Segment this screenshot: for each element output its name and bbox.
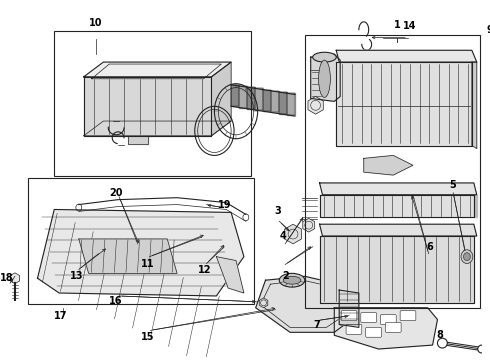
Ellipse shape <box>464 253 470 261</box>
Polygon shape <box>339 290 359 327</box>
Text: 17: 17 <box>54 311 68 321</box>
Polygon shape <box>364 156 413 175</box>
Text: 9: 9 <box>486 24 490 35</box>
Bar <box>28 178 254 304</box>
Polygon shape <box>247 87 255 109</box>
Polygon shape <box>474 195 477 217</box>
Text: 3: 3 <box>274 206 281 216</box>
Polygon shape <box>287 93 295 115</box>
Circle shape <box>478 345 486 353</box>
Polygon shape <box>84 77 212 136</box>
Text: 5: 5 <box>449 180 456 190</box>
Text: 15: 15 <box>141 332 154 342</box>
Polygon shape <box>336 50 477 62</box>
Bar <box>54 31 251 176</box>
FancyBboxPatch shape <box>361 312 376 323</box>
Polygon shape <box>319 183 477 195</box>
Polygon shape <box>255 88 263 110</box>
Text: 2: 2 <box>282 271 289 281</box>
Text: 13: 13 <box>70 271 84 281</box>
Text: 4: 4 <box>280 231 287 241</box>
Text: 18: 18 <box>0 273 14 283</box>
Polygon shape <box>38 210 244 296</box>
Polygon shape <box>334 308 438 349</box>
FancyBboxPatch shape <box>346 324 362 334</box>
FancyBboxPatch shape <box>400 311 416 320</box>
Polygon shape <box>128 136 147 144</box>
Text: 14: 14 <box>403 21 416 31</box>
Text: 12: 12 <box>198 265 211 275</box>
Text: 7: 7 <box>313 320 320 330</box>
Ellipse shape <box>313 52 336 62</box>
Polygon shape <box>279 92 287 114</box>
Polygon shape <box>311 54 340 102</box>
Ellipse shape <box>283 276 301 284</box>
Polygon shape <box>79 239 177 273</box>
Polygon shape <box>217 257 244 293</box>
Polygon shape <box>319 195 474 217</box>
Ellipse shape <box>461 250 473 264</box>
Polygon shape <box>336 62 472 145</box>
Polygon shape <box>84 62 231 77</box>
Bar <box>305 35 480 308</box>
Ellipse shape <box>279 273 305 287</box>
Text: 16: 16 <box>109 296 123 306</box>
Polygon shape <box>319 236 474 303</box>
Polygon shape <box>263 90 271 111</box>
Polygon shape <box>319 224 477 236</box>
Text: 10: 10 <box>89 18 102 28</box>
Polygon shape <box>212 62 231 136</box>
Text: 8: 8 <box>436 330 443 340</box>
Polygon shape <box>239 86 247 108</box>
FancyBboxPatch shape <box>341 311 357 320</box>
Text: 19: 19 <box>218 199 231 210</box>
FancyBboxPatch shape <box>386 323 401 332</box>
Polygon shape <box>472 62 477 149</box>
Text: 11: 11 <box>141 258 154 269</box>
Polygon shape <box>84 121 231 136</box>
Text: 20: 20 <box>109 188 123 198</box>
FancyBboxPatch shape <box>380 315 396 324</box>
Polygon shape <box>271 91 279 112</box>
FancyBboxPatch shape <box>366 327 381 337</box>
Text: 1: 1 <box>394 20 400 30</box>
Polygon shape <box>231 85 239 106</box>
Text: 6: 6 <box>426 242 433 252</box>
Ellipse shape <box>318 60 330 98</box>
Polygon shape <box>256 276 354 332</box>
Circle shape <box>438 338 447 348</box>
